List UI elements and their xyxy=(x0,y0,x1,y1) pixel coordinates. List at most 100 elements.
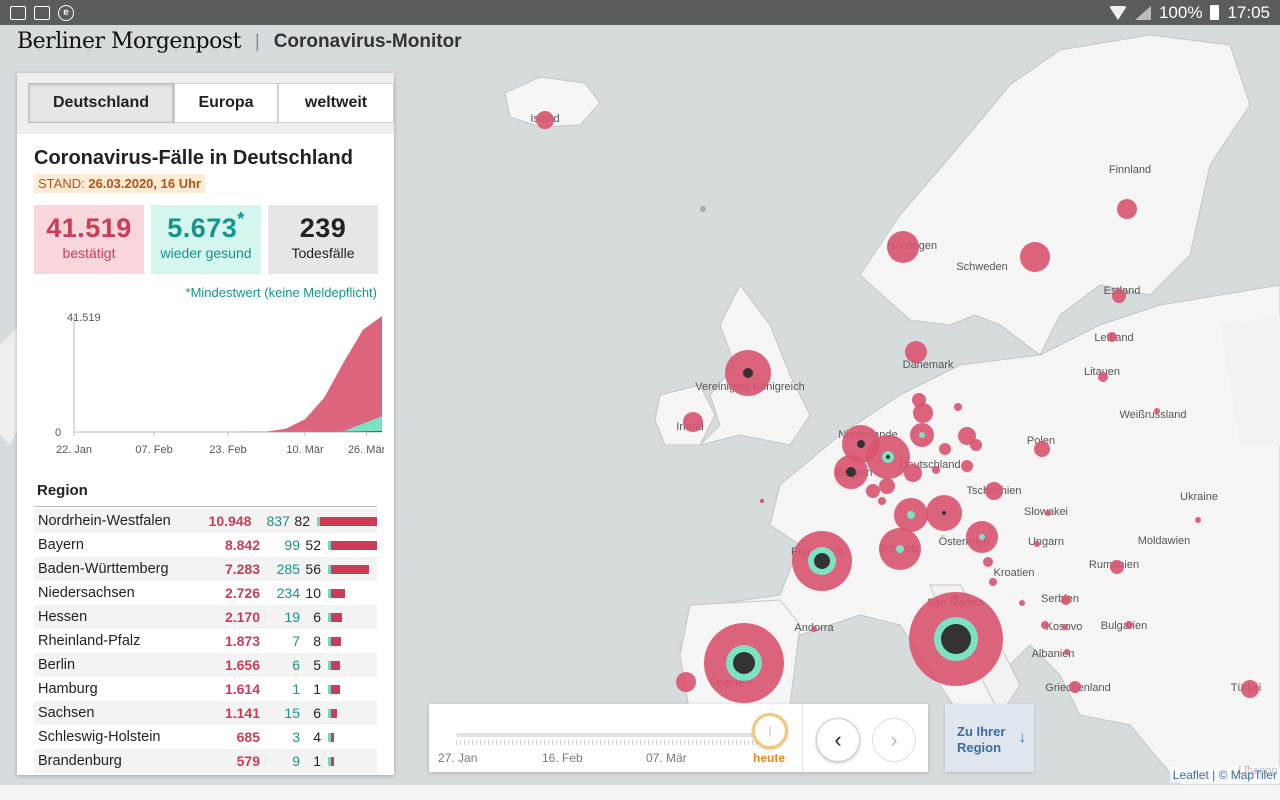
confirmed-bar-segment xyxy=(331,684,340,694)
berliner-morgenpost-logo[interactable]: Berliner Morgenpost xyxy=(17,29,242,54)
timeline-label-3: 07. Mär xyxy=(646,751,687,765)
region-confirmed: 579 xyxy=(236,753,260,769)
timeline-label-2: 16. Feb xyxy=(542,751,583,765)
your-region-line1: Zu Ihrer xyxy=(957,724,1006,739)
status-bar: e 100% 17:05 xyxy=(0,0,1280,25)
page-title: Coronavirus-Monitor xyxy=(273,30,462,52)
timeline-control: 27. Jan 16. Feb 07. Mär heute ‹ › xyxy=(429,704,928,772)
region-name: Brandenburg xyxy=(38,753,122,769)
region-bar xyxy=(328,564,369,574)
chart-series-0 xyxy=(74,316,382,432)
header-divider: | xyxy=(255,31,260,51)
region-deaths: 6 xyxy=(313,705,321,721)
confirmed-bar-segment xyxy=(331,756,334,766)
previous-day-button[interactable]: ‹ xyxy=(816,718,860,762)
region-bar xyxy=(328,684,340,694)
region-confirmed: 2.170 xyxy=(224,609,260,625)
recovered-bar-segment xyxy=(328,756,331,766)
region-deaths: 10 xyxy=(305,585,321,601)
timeline-label-1: 27. Jan xyxy=(438,751,478,765)
region-confirmed: 8.842 xyxy=(224,537,260,553)
timeline-divider xyxy=(802,704,803,772)
region-header: Region xyxy=(37,482,88,499)
map-attribution[interactable]: Leaflet | © MapTiler xyxy=(1169,767,1280,783)
region-bar xyxy=(328,708,337,718)
table-row[interactable]: Nordrhein-Westfalen 10.948 837 82 xyxy=(34,509,377,533)
table-row[interactable]: Rheinland-Pfalz 1.873 7 8 xyxy=(34,629,377,653)
region-name: Berlin xyxy=(38,657,76,673)
deaths-value: 239 xyxy=(299,213,347,243)
table-row[interactable]: Schleswig-Holstein 685 3 4 xyxy=(34,725,377,749)
recovered-bar-segment xyxy=(328,660,331,670)
confirmed-label: bestätigt xyxy=(62,245,116,261)
tab-weltweit[interactable]: weltweit xyxy=(278,83,394,123)
region-name: Baden-Württemberg xyxy=(38,561,169,577)
confirmed-bar-segment xyxy=(331,612,342,622)
table-row[interactable]: Brandenburg 579 9 1 xyxy=(34,749,377,773)
recovered-bar-segment xyxy=(328,636,331,646)
chart-y-max-label: 41.519 xyxy=(67,312,101,324)
region-deaths: 82 xyxy=(294,513,310,529)
footer-strip xyxy=(0,785,1280,800)
recovered-bar-segment xyxy=(328,732,331,742)
cases-area-chart[interactable]: 41.519 0 22. Jan 07. Feb 23. Feb 10. Mär 26. M… xyxy=(34,308,384,468)
region-deaths: 5 xyxy=(313,657,321,673)
region-bar xyxy=(328,636,341,646)
table-row[interactable]: Hamburg 1.614 1 1 xyxy=(34,677,377,701)
chevron-left-icon: ‹ xyxy=(834,727,842,752)
wifi-icon xyxy=(1108,5,1127,20)
timeline-ticks xyxy=(456,740,771,745)
map-country-label: Bulgarien xyxy=(1101,620,1147,632)
table-row[interactable]: Baden-Württemberg 7.283 285 56 xyxy=(34,557,377,581)
region-tabs: Deutschland Europa weltweit xyxy=(28,83,394,123)
stand-label: STAND: xyxy=(38,176,85,191)
recovered-bar-segment xyxy=(328,708,331,718)
region-name: Bayern xyxy=(38,537,84,553)
region-recovered: 837 xyxy=(266,513,290,529)
table-row[interactable]: Sachsen 1.141 15 6 xyxy=(34,701,377,725)
your-region-button[interactable]: Zu Ihrer Region ↓ xyxy=(945,704,1034,772)
confirmed-bar-segment xyxy=(331,636,341,646)
tab-europa[interactable]: Europa xyxy=(174,83,278,123)
battery-level: 100% xyxy=(1158,2,1203,22)
region-bar xyxy=(317,516,377,526)
chart-x-tick-label: 23. Feb xyxy=(209,444,246,456)
map-country-label: Finnland xyxy=(1109,164,1151,176)
image-icon xyxy=(10,5,26,20)
region-confirmed: 1.141 xyxy=(224,705,260,721)
table-row[interactable]: Berlin 1.656 6 5 xyxy=(34,653,377,677)
recovered-bar-segment xyxy=(328,612,331,622)
timeline-track[interactable] xyxy=(456,733,771,737)
chart-x-tick-label: 10. Mär xyxy=(286,444,324,456)
region-recovered: 7 xyxy=(292,633,300,649)
region-name: Hessen xyxy=(38,609,88,625)
map-country-label: Ungarn xyxy=(1028,536,1064,548)
region-confirmed: 2.726 xyxy=(224,585,260,601)
region-deaths: 52 xyxy=(305,537,321,553)
tab-deutschland[interactable]: Deutschland xyxy=(28,83,174,123)
table-row[interactable]: Niedersachsen 2.726 234 10 xyxy=(34,581,377,605)
region-confirmed: 1.656 xyxy=(224,657,260,673)
region-recovered: 1 xyxy=(292,681,300,697)
region-bar xyxy=(328,660,340,670)
clock: 17:05 xyxy=(1227,2,1270,22)
mail-icon xyxy=(34,5,50,20)
table-row[interactable]: Hessen 2.170 19 6 xyxy=(34,605,377,629)
recovered-bar-segment xyxy=(328,540,331,550)
region-table: Nordrhein-Westfalen 10.948 837 82 Bayern 8.84… xyxy=(34,509,377,773)
recovered-bar-segment xyxy=(328,588,331,598)
recovered-value: 5.673 xyxy=(167,213,238,243)
next-day-button[interactable]: › xyxy=(872,718,916,762)
chart-y-zero-label: 0 xyxy=(55,427,61,439)
region-recovered: 19 xyxy=(284,609,300,625)
region-name: Sachsen xyxy=(38,705,95,721)
recovered-star: * xyxy=(237,209,245,229)
region-name: Rheinland-Pfalz xyxy=(38,633,141,649)
timeline-slider-handle[interactable] xyxy=(752,713,788,749)
region-bar xyxy=(328,540,377,550)
region-confirmed: 685 xyxy=(236,729,260,745)
table-row[interactable]: Bayern 8.842 99 52 xyxy=(34,533,377,557)
stats-boxes: 41.519 bestätigt 5.673* wieder gesund 23… xyxy=(34,205,394,274)
map-country-label: Schweden xyxy=(956,261,1007,273)
deaths-box: 239 Todesfälle xyxy=(268,205,378,274)
